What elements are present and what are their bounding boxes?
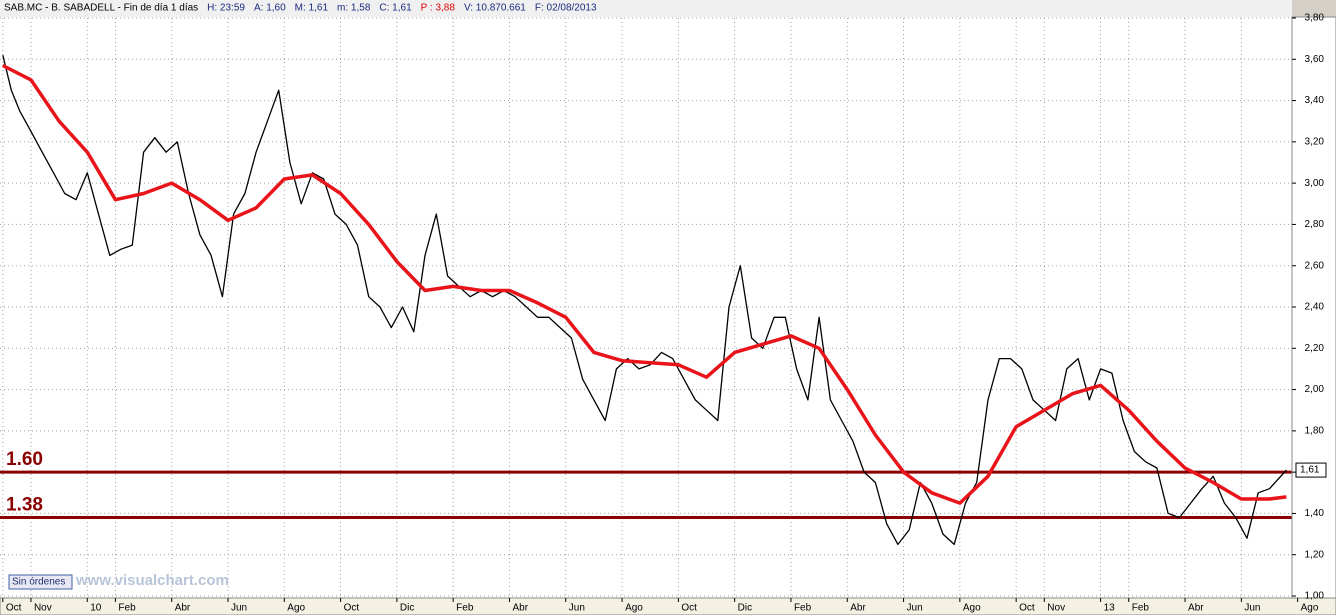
y-tick-label: 3,60 [1305,54,1325,65]
y-tick-label: 2,00 [1305,384,1325,395]
x-tick-label: Oct [681,603,697,614]
x-tick-label: Abr [850,603,866,614]
y-tick-label: 1,20 [1305,549,1325,560]
y-tick-label: 1,00 [1305,591,1325,602]
y-axis-area [1291,16,1336,599]
last-price-label: 1,61 [1300,465,1320,476]
x-axis-area [0,597,1336,615]
x-tick-label: Ago [287,603,305,614]
orders-button-label[interactable]: Sin órdenes [12,577,65,588]
grid [0,17,1299,597]
y-tick-label: 3,20 [1305,136,1325,147]
y-tick-label: 3,40 [1305,95,1325,106]
marks: 1.60 1.38 [0,55,1292,546]
y-tick-label: 3,00 [1305,178,1325,189]
x-tick-label: Dic [400,603,414,614]
x-tick-label: 10 [90,603,102,614]
x-tick-label: Abr [512,603,528,614]
header-field: F: 02/08/2013 [535,3,597,14]
header-field: SAB.MC - B. SABADELL - Fin de día 1 días [4,3,198,14]
y-tick-label: 2,40 [1305,302,1325,313]
x-tick-label: Ago [1301,603,1319,614]
x-tick-label: Oct [344,603,360,614]
x-tick-label: Feb [794,603,812,614]
header-field: m: 1,58 [337,3,371,14]
header: SAB.MC - B. SABADELL - Fin de día 1 días… [4,3,597,14]
level-label: 1.60 [6,449,43,470]
x-tick-label: Feb [456,603,474,614]
last-price-box [1295,462,1327,478]
axes: 1,001,201,401,601,802,002,202,402,602,80… [2,13,1327,614]
header-field: H: 23:59 [207,3,245,14]
level-label: 1.38 [6,495,43,516]
price-line [2,55,1287,546]
x-tick-label: Ago [963,603,981,614]
x-tick-label: Nov [1047,603,1065,614]
plot-area [0,17,1292,598]
watermark: www.visualchart.com [75,572,229,589]
header-field: M: 1,61 [295,3,329,14]
header-field: V: 10.870.661 [464,3,526,14]
header-field: P : 3,88 [421,3,456,14]
moving-average [2,63,1287,505]
y-tick-label: 2,20 [1305,343,1325,354]
x-tick-label: Jun [907,603,923,614]
header-bar [0,0,1292,17]
x-tick-label: Nov [34,603,52,614]
x-tick-label: Abr [175,603,191,614]
header-field: C: 1,61 [379,3,412,14]
x-tick-label: Oct [6,603,22,614]
x-tick-label: Dic [738,603,752,614]
x-tick-label: Jun [1244,603,1260,614]
y-tick-label: 1,40 [1305,508,1325,519]
x-tick-label: Feb [1132,603,1150,614]
header-field: A: 1,60 [254,3,286,14]
x-tick-label: 13 [1104,603,1116,614]
x-tick-label: Ago [625,603,643,614]
orders-button[interactable] [8,574,73,590]
y-tick-label: 2,60 [1305,260,1325,271]
x-tick-label: Oct [1019,603,1035,614]
x-tick-label: Feb [118,603,136,614]
x-tick-label: Jun [231,603,247,614]
y-tick-label: 1,80 [1305,425,1325,436]
x-tick-label: Jun [569,603,585,614]
x-tick-label: Abr [1188,603,1204,614]
y-tick-label: 3,80 [1305,13,1325,24]
y-tick-label: 2,80 [1305,219,1325,230]
